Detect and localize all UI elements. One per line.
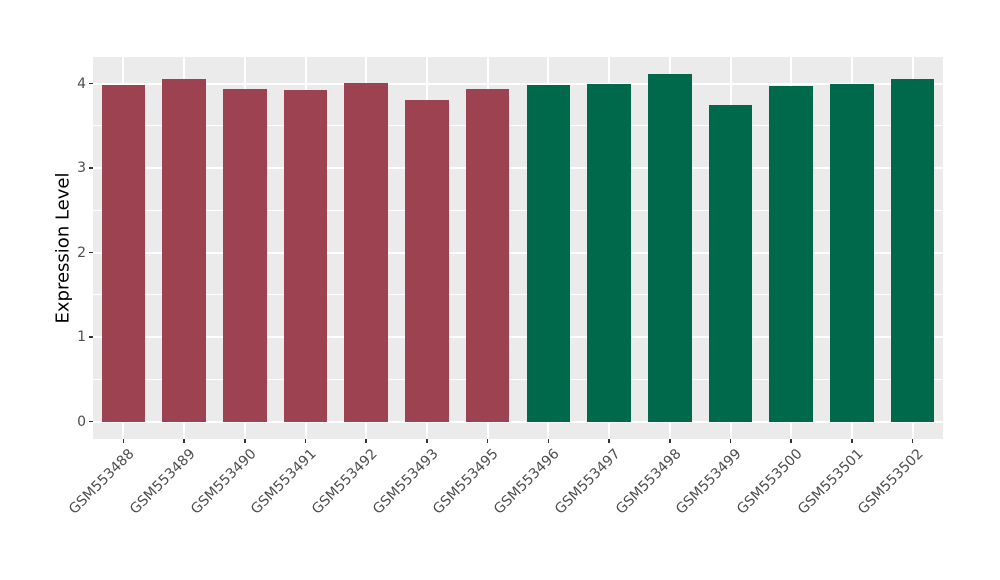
y-tick-label-2: 2 xyxy=(77,244,86,261)
gridline-minor-y-1.5 xyxy=(93,294,943,296)
y-tick-label-3: 3 xyxy=(77,160,86,177)
bar-GSM553489 xyxy=(162,79,206,422)
bar-GSM553491 xyxy=(283,89,328,422)
gridline-minor-y-0.5 xyxy=(93,378,943,380)
gridline-major-y-3 xyxy=(93,167,943,170)
y-tick-mark-2 xyxy=(89,251,93,254)
gridline-major-y-4 xyxy=(93,82,943,85)
bar-GSM553492 xyxy=(344,82,389,422)
gridline-minor-y-2.5 xyxy=(93,209,943,211)
bar-GSM553488 xyxy=(101,85,146,422)
x-tick-mark-GSM553491 xyxy=(304,439,307,443)
bar-GSM553500 xyxy=(769,86,814,422)
bar-GSM553490 xyxy=(222,88,267,422)
x-tick-mark-GSM553488 xyxy=(122,439,125,443)
y-tick-label-0: 0 xyxy=(77,413,86,430)
bar-GSM553502 xyxy=(890,78,935,422)
x-tick-mark-GSM553496 xyxy=(547,439,550,443)
gridline-major-y-1 xyxy=(93,336,943,339)
gridline-major-y-0 xyxy=(93,420,943,423)
x-tick-mark-GSM553493 xyxy=(426,439,428,443)
x-tick-mark-GSM553498 xyxy=(669,439,671,443)
bar-GSM553499 xyxy=(708,104,753,422)
x-tick-mark-GSM553502 xyxy=(911,439,914,443)
y-tick-mark-3 xyxy=(89,167,93,169)
bar-GSM553501 xyxy=(830,83,874,422)
y-tick-label-4: 4 xyxy=(77,75,86,92)
y-tick-mark-0 xyxy=(89,420,93,423)
bar-GSM553495 xyxy=(465,88,510,422)
x-tick-mark-GSM553500 xyxy=(790,439,792,443)
y-tick-mark-1 xyxy=(89,336,93,338)
x-tick-mark-GSM553490 xyxy=(244,439,246,443)
y-tick-mark-4 xyxy=(89,82,93,85)
gridline-minor-y-3.5 xyxy=(93,125,943,127)
bar-GSM553496 xyxy=(526,85,571,422)
x-tick-mark-GSM553499 xyxy=(729,439,732,443)
y-tick-label-1: 1 xyxy=(77,329,86,346)
bar-GSM553498 xyxy=(647,74,692,422)
x-tick-mark-GSM553497 xyxy=(608,439,610,443)
x-tick-mark-GSM553495 xyxy=(486,439,489,443)
x-tick-mark-GSM553501 xyxy=(851,439,853,443)
bar-GSM553493 xyxy=(405,99,449,422)
plot-panel xyxy=(93,57,943,439)
x-tick-mark-GSM553489 xyxy=(183,439,185,443)
gridline-major-y-2 xyxy=(93,251,943,254)
bar-GSM553497 xyxy=(587,84,631,422)
x-tick-mark-GSM553492 xyxy=(365,439,367,443)
